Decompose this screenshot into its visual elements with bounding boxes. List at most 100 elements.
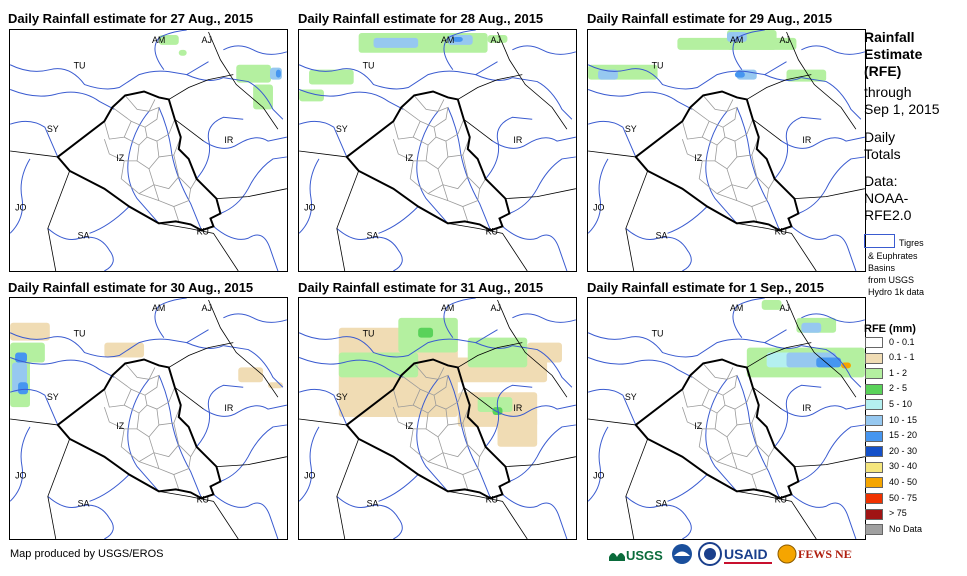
province-boundary: [467, 176, 486, 190]
country-border: [588, 150, 636, 158]
country-border: [505, 188, 576, 199]
country-label: AJ: [491, 303, 501, 313]
usaid-logo-text: USAID: [724, 546, 768, 562]
panel-title-6: Daily Rainfall estimate for 1 Sep., 2015: [587, 280, 824, 295]
fews-net-logo: FEWS NET: [777, 544, 852, 564]
rainfall-patch: [497, 417, 538, 447]
rainfall-patch: [338, 352, 419, 378]
country-label: AM: [441, 303, 454, 313]
basin-line: [89, 206, 130, 234]
country-label: JO: [593, 471, 604, 481]
basin-line: [447, 107, 492, 231]
legend-swatch-9: [865, 477, 883, 489]
iraq-border: [345, 358, 511, 500]
province-boundary: [726, 422, 758, 458]
province-boundary: [413, 363, 445, 380]
country-label: KU: [775, 494, 787, 504]
legend-label-5: 10 - 15: [889, 414, 918, 425]
basin-line: [416, 111, 449, 224]
country-border: [216, 456, 287, 467]
basin-label-5: Hydro 1k data: [868, 287, 925, 297]
country-label: SY: [47, 124, 59, 134]
country-border: [174, 118, 204, 142]
sidebar-through: through: [864, 84, 912, 100]
country-border: [457, 74, 523, 100]
country-border: [336, 438, 360, 539]
rainfall-patch: [816, 357, 842, 368]
rainfall-patch: [801, 322, 822, 333]
province-boundary: [148, 422, 180, 458]
country-label: TU: [363, 329, 375, 339]
province-boundary: [156, 119, 176, 142]
province-boundary: [153, 184, 192, 207]
map-canvas: AM AJ TU SY IR IZ JO SA KU: [10, 298, 287, 539]
basin-line: [588, 426, 609, 502]
map-canvas: AM AJ TU SY IR IZ JO SA KU: [10, 30, 287, 271]
rainfall-patch: [527, 342, 562, 363]
usgs-logo: USGS: [609, 548, 663, 563]
country-label: SA: [78, 230, 90, 240]
basin-line: [299, 426, 320, 502]
country-label: KU: [486, 226, 498, 236]
iraq-border: [56, 358, 222, 500]
province-boundary: [708, 374, 738, 396]
legend-swatch-7: [865, 446, 883, 458]
country-border: [746, 74, 812, 100]
legend-label-9: 40 - 50: [889, 476, 918, 487]
province-boundary: [427, 461, 449, 469]
country-border: [174, 386, 204, 410]
sidebar-totals: Totals: [864, 146, 901, 162]
province-boundary: [708, 106, 738, 128]
country-label: AM: [152, 35, 165, 45]
country-label: AJ: [780, 303, 790, 313]
panel-title-1: Daily Rainfall estimate for 27 Aug., 201…: [8, 11, 254, 26]
basin-line: [336, 227, 403, 271]
iraq-border: [56, 90, 222, 232]
province-boundary: [413, 395, 437, 414]
country-label: KU: [197, 494, 209, 504]
rainfall-map-sep-1: AM AJ TU SY IR IZ JO SA KU: [587, 297, 866, 540]
usaid-emblem: [698, 542, 722, 566]
legend-swatch-0: [865, 337, 883, 348]
basin-line: [588, 120, 637, 158]
basin-line: [502, 225, 568, 271]
noaa-emblem: [672, 544, 692, 564]
legend-swatch-3: [865, 383, 883, 395]
basin-line: [588, 61, 787, 90]
basin-line: [447, 375, 492, 499]
rainfall-patch: [373, 37, 419, 48]
basin-line: [10, 61, 209, 90]
legend-label-7: 20 - 30: [889, 445, 918, 456]
rainfall-patch: [104, 342, 145, 358]
rainfall-map-aug-31: AM AJ TU SY IR IZ JO SA KU: [298, 297, 577, 540]
province-boundary: [698, 428, 733, 463]
basin-line: [220, 156, 287, 214]
basin-line: [588, 357, 693, 378]
country-border: [168, 74, 234, 100]
province-boundary: [153, 452, 192, 475]
panel-title-4: Daily Rainfall estimate for 30 Aug., 201…: [8, 280, 254, 295]
basin-line: [223, 45, 287, 55]
basin-line: [10, 388, 59, 426]
basin-line: [10, 357, 115, 378]
province-boundary: [130, 106, 160, 128]
province-boundary: [751, 474, 758, 490]
basin-line: [299, 89, 404, 110]
panel-title-3: Daily Rainfall estimate for 29 Aug., 201…: [587, 11, 833, 26]
country-label: JO: [304, 471, 315, 481]
basin-line: [220, 424, 287, 482]
province-boundary: [136, 136, 160, 170]
legend-label-1: 0.1 - 1: [889, 352, 915, 363]
basin-line: [485, 384, 533, 448]
country-border: [746, 342, 812, 368]
country-border: [208, 299, 279, 398]
basin-line: [774, 384, 822, 448]
country-border: [168, 342, 234, 368]
country-border: [497, 31, 568, 130]
rainfall-map-aug-28: AM AJ TU SY IR IZ JO SA KU: [298, 29, 577, 272]
basin-line: [299, 329, 498, 358]
country-border: [786, 31, 857, 130]
basin-line: [196, 384, 244, 448]
sidebar-source-line2: RFE2.0: [864, 207, 912, 223]
country-label: AJ: [780, 35, 790, 45]
